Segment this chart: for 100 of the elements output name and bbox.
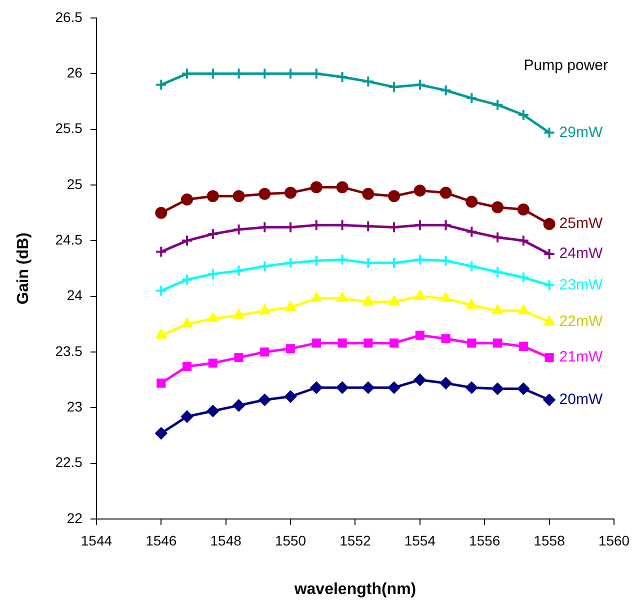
point bbox=[208, 312, 218, 322]
point bbox=[310, 219, 322, 232]
point bbox=[440, 254, 452, 267]
point bbox=[466, 226, 478, 238]
point bbox=[388, 256, 400, 269]
y-tick-label: 22.5 bbox=[55, 454, 83, 470]
point bbox=[156, 378, 166, 388]
point bbox=[414, 78, 426, 91]
point bbox=[310, 382, 322, 394]
y-tick-label: 24 bbox=[66, 287, 83, 304]
point bbox=[310, 181, 322, 194]
point bbox=[493, 338, 502, 348]
point bbox=[336, 382, 348, 394]
x-tick-label: 1554 bbox=[404, 532, 436, 548]
point bbox=[258, 394, 271, 406]
y-axis-title: Gain (dB) bbox=[15, 232, 32, 304]
point bbox=[362, 296, 374, 306]
point bbox=[388, 81, 400, 94]
series-label: 23mW bbox=[559, 276, 604, 294]
point bbox=[208, 358, 218, 368]
point bbox=[544, 316, 555, 326]
point bbox=[517, 108, 530, 121]
point bbox=[336, 219, 348, 232]
point bbox=[312, 338, 321, 348]
y-tick-label: 26 bbox=[66, 64, 83, 81]
x-tick-label: 1558 bbox=[534, 532, 566, 548]
point bbox=[232, 68, 245, 80]
point bbox=[440, 292, 452, 302]
point bbox=[336, 292, 348, 302]
point bbox=[414, 184, 426, 197]
point bbox=[311, 292, 322, 302]
point bbox=[492, 98, 504, 111]
x-tick-label: 1560 bbox=[598, 532, 630, 548]
point bbox=[440, 377, 452, 390]
y-tick-label: 23.5 bbox=[55, 342, 83, 359]
y-tick-label: 25.5 bbox=[55, 120, 83, 136]
point bbox=[258, 188, 271, 200]
point bbox=[336, 71, 348, 84]
point bbox=[259, 304, 270, 314]
point bbox=[544, 353, 554, 362]
point bbox=[362, 220, 374, 232]
series-label: 29mW bbox=[559, 124, 604, 141]
point bbox=[466, 196, 478, 208]
point bbox=[543, 218, 556, 230]
point bbox=[440, 219, 452, 232]
x-tick-label: 1550 bbox=[274, 532, 306, 548]
point bbox=[390, 338, 399, 348]
point bbox=[517, 271, 530, 284]
point bbox=[155, 78, 168, 91]
point bbox=[362, 256, 374, 269]
point bbox=[517, 382, 530, 395]
point bbox=[260, 347, 270, 357]
point bbox=[232, 224, 245, 236]
point bbox=[388, 221, 400, 234]
point bbox=[492, 382, 504, 395]
x-tick-label: 1548 bbox=[210, 532, 242, 548]
x-tick-label: 1552 bbox=[340, 532, 372, 548]
point bbox=[232, 399, 245, 412]
x-tick-label: 1556 bbox=[469, 532, 500, 548]
point bbox=[388, 296, 400, 306]
series-label: 22mW bbox=[559, 313, 604, 330]
point bbox=[467, 338, 476, 348]
point bbox=[543, 279, 556, 292]
x-tick-label: 1544 bbox=[80, 532, 112, 548]
point bbox=[466, 92, 478, 104]
point bbox=[466, 260, 478, 272]
point bbox=[310, 254, 322, 267]
point bbox=[414, 219, 426, 232]
point bbox=[284, 68, 297, 80]
point bbox=[543, 126, 556, 139]
point bbox=[156, 329, 166, 339]
point bbox=[206, 190, 219, 202]
point bbox=[543, 394, 556, 406]
point bbox=[258, 260, 271, 272]
point bbox=[414, 290, 426, 300]
point bbox=[492, 304, 503, 314]
series-label: 20mW bbox=[559, 391, 604, 408]
series-label: 25mW bbox=[559, 215, 604, 232]
point bbox=[155, 206, 168, 219]
point bbox=[517, 203, 530, 216]
point bbox=[206, 228, 219, 240]
point bbox=[286, 344, 296, 354]
x-axis-title: wavelength(nm) bbox=[293, 580, 416, 598]
point bbox=[182, 362, 192, 372]
point bbox=[206, 405, 219, 418]
point bbox=[518, 342, 528, 351]
point bbox=[155, 427, 168, 440]
y-tick-label: 24.5 bbox=[55, 232, 83, 248]
point bbox=[285, 301, 296, 311]
x-tick-label: 1546 bbox=[146, 532, 177, 548]
point bbox=[310, 68, 322, 80]
point bbox=[284, 186, 297, 199]
point bbox=[336, 181, 348, 194]
point bbox=[466, 299, 478, 309]
point bbox=[284, 256, 297, 269]
point bbox=[181, 234, 194, 247]
point bbox=[362, 75, 374, 88]
point bbox=[440, 186, 452, 199]
y-tick-label: 25 bbox=[66, 176, 83, 192]
series-label: 21mW bbox=[559, 348, 604, 366]
